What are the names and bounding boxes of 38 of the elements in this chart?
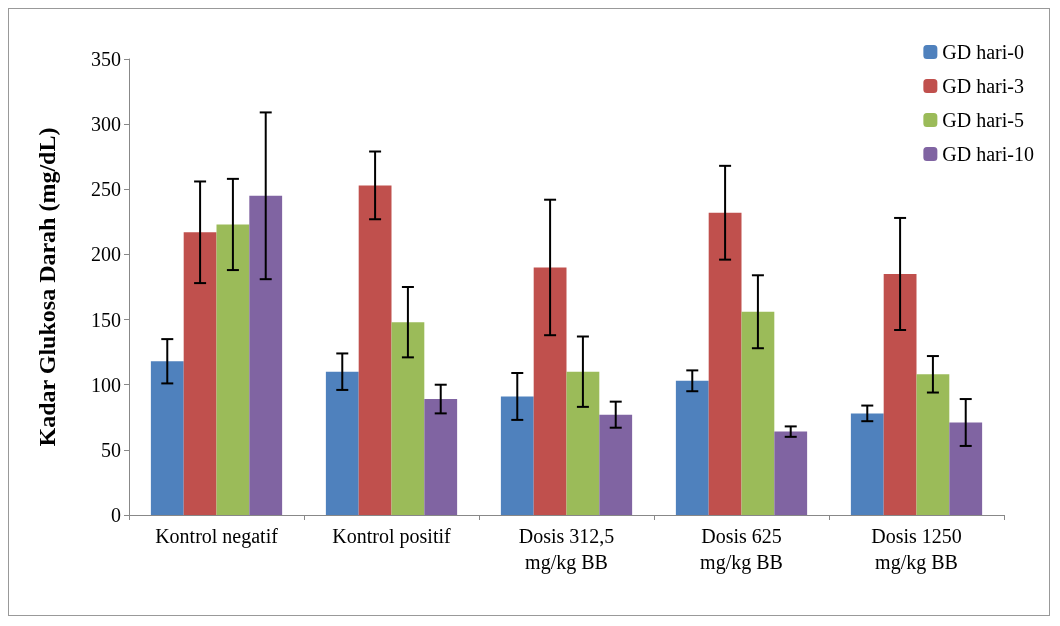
bar: [325, 371, 359, 515]
y-tick-label: 200: [91, 243, 121, 266]
bar: [708, 212, 742, 515]
legend-label: GD hari-10: [942, 143, 1034, 165]
y-tick-label: 50: [101, 438, 121, 461]
x-tick-label: Dosis 625 mg/kg BB: [700, 525, 783, 574]
bar: [249, 195, 283, 515]
bar: [216, 224, 250, 515]
x-tick-label: Kontrol negatif: [155, 525, 279, 548]
bar: [774, 431, 808, 515]
legend-label: GD hari-5: [942, 109, 1024, 131]
y-axis-title: Kadar Glukosa Darah (mg/dL): [34, 127, 60, 447]
bar: [533, 267, 567, 515]
x-tick-label: Dosis 1250 mg/kg BB: [871, 525, 962, 574]
y-tick-label: 300: [91, 113, 121, 136]
bar: [599, 414, 633, 515]
bar: [883, 273, 917, 515]
bar: [500, 396, 534, 515]
bar: [391, 322, 425, 515]
y-tick-label: 250: [91, 178, 121, 201]
bar: [183, 232, 217, 515]
y-tick-label: 350: [91, 48, 121, 70]
y-tick-label: 0: [111, 504, 121, 526]
bar: [916, 374, 950, 515]
y-tick-label: 150: [91, 308, 121, 331]
x-tick-label: Kontrol positif: [332, 525, 451, 548]
bar: [675, 380, 709, 515]
bar: [150, 361, 184, 515]
bar: [424, 399, 458, 515]
legend-label: GD hari-3: [942, 75, 1024, 97]
bar: [850, 413, 884, 515]
legend-label: GD hari-0: [942, 41, 1024, 63]
bar: [566, 371, 600, 515]
y-tick-label: 100: [91, 373, 121, 396]
bar: [741, 311, 775, 515]
bar: [358, 185, 392, 515]
bar: [949, 422, 983, 515]
x-tick-label: Dosis 312,5 mg/kg BB: [518, 525, 615, 574]
